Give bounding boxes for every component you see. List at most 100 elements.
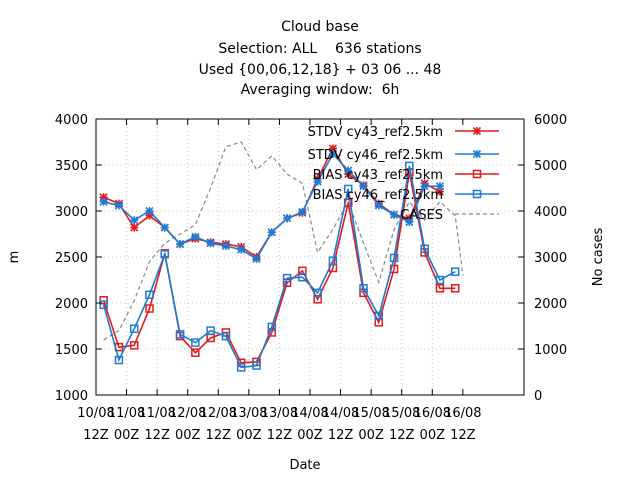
legend-marker: [472, 189, 482, 199]
data-point: [282, 273, 292, 283]
y2-tick-label: 6000: [534, 113, 567, 128]
y-tick-label: 3500: [55, 159, 88, 174]
data-point: [359, 182, 368, 191]
data-point: [313, 177, 322, 186]
data-point: [374, 311, 384, 321]
series-layer: [99, 141, 464, 372]
data-point: [313, 288, 322, 298]
x-tick-label-hour: 12Z: [450, 428, 476, 443]
x-tick-label-date: 13/08: [230, 406, 267, 421]
x-tick-label-date: 14/08: [291, 406, 328, 421]
data-point: [420, 244, 429, 253]
data-point: [435, 182, 444, 191]
data-point: [298, 272, 307, 282]
data-point: [236, 363, 246, 372]
x-tick-label-hour: 12Z: [206, 428, 232, 443]
series-bias-cy46-ref2-5km: [99, 161, 460, 372]
data-point: [252, 361, 261, 370]
data-point: [175, 330, 185, 339]
data-point: [221, 241, 230, 251]
data-point: [145, 206, 154, 216]
x-tick-label-hour: 12Z: [389, 428, 415, 443]
x-tick-label-hour: 12Z: [144, 428, 170, 443]
chart-subtitle-window: Averaging window: 6h: [240, 82, 400, 98]
y-tick-label: 4000: [55, 113, 88, 128]
data-point: [191, 232, 200, 241]
data-point: [129, 341, 139, 350]
data-point: [420, 182, 429, 191]
chart-subtitle-used: Used {00,06,12,18} + 03 06 ... 48: [198, 62, 442, 78]
x-tick-label-hour: 00Z: [297, 428, 323, 443]
y2-tick-label: 2000: [534, 297, 567, 312]
data-point: [450, 284, 460, 293]
data-point: [344, 166, 353, 175]
data-point: [129, 324, 139, 334]
data-point: [114, 201, 123, 210]
y-tick-label: 2500: [55, 251, 88, 266]
data-point: [145, 304, 154, 313]
data-point: [252, 254, 261, 263]
x-tick-label-hour: 00Z: [236, 428, 262, 443]
legend-label: STDV cy46_ref2.5km: [308, 148, 443, 163]
x-axis-label: Date: [289, 458, 320, 473]
grid: [96, 119, 524, 395]
y2-tick-label: 0: [534, 389, 542, 404]
x-tick-label-date: 14/08: [322, 406, 359, 421]
axes: 1000 1500 2000 2500 3000 3500 4000 0 1000 2000 300…: [55, 113, 567, 443]
x-tick-label-date: 16/08: [414, 406, 451, 421]
chart-subtitle-selection: Selection: ALL 636 stations: [218, 41, 422, 57]
data-point: [283, 214, 292, 223]
data-point: [99, 300, 108, 310]
data-point: [99, 197, 108, 206]
data-point: [267, 228, 276, 237]
data-point: [405, 217, 414, 227]
chart-title: Cloud base: [281, 19, 359, 35]
data-point: [405, 161, 414, 171]
data-point: [206, 326, 215, 335]
x-tick-label-date: 13/08: [261, 406, 298, 421]
data-point: [343, 184, 353, 194]
series-line: [102, 165, 456, 369]
data-point: [114, 355, 124, 365]
x-tick-label-hour: 12Z: [83, 428, 109, 443]
data-point: [130, 223, 139, 232]
y-axis-label: m: [7, 251, 22, 264]
x-tick-label-hour: 00Z: [114, 428, 140, 443]
data-point: [191, 348, 200, 357]
legend: STDV cy43_ref2.5km STDV cy46_ref2.5km BIAS…: [308, 125, 499, 223]
x-tick-label-hour: 12Z: [328, 428, 354, 443]
x-tick-label-hour: 00Z: [358, 428, 384, 443]
data-point: [206, 239, 215, 248]
x-tick-label-date: 12/08: [200, 406, 237, 421]
data-point: [160, 249, 170, 259]
data-point: [99, 295, 108, 305]
data-point: [390, 210, 399, 219]
legend-label: CASES: [400, 208, 443, 223]
legend-marker: [472, 149, 482, 159]
legend-marker: [472, 169, 482, 179]
data-point: [176, 240, 185, 249]
y2-tick-label: 4000: [534, 205, 567, 220]
series-line: [103, 141, 464, 341]
data-point: [389, 253, 399, 263]
legend-label: BIAS cy46_ref2.5km: [313, 188, 443, 203]
data-point: [130, 216, 139, 225]
y2-tick-label: 3000: [534, 251, 567, 266]
data-point: [267, 322, 277, 332]
x-tick-label-date: 11/08: [138, 406, 175, 421]
data-point: [328, 149, 337, 159]
x-tick-label-date: 12/08: [169, 406, 206, 421]
y2-tick-label: 5000: [534, 159, 567, 174]
y-tick-label: 3000: [55, 205, 88, 220]
x-tick-label-date: 10/08: [77, 406, 114, 421]
data-point: [328, 256, 338, 265]
data-point: [450, 267, 460, 276]
series-stdv-cy46-ref2-5km: [99, 149, 444, 263]
y2-tick-label: 1000: [534, 343, 567, 358]
data-point: [160, 223, 169, 232]
data-point: [298, 207, 307, 216]
legend-label: STDV cy43_ref2.5km: [308, 125, 443, 140]
data-point: [191, 338, 200, 347]
data-point: [359, 284, 368, 293]
